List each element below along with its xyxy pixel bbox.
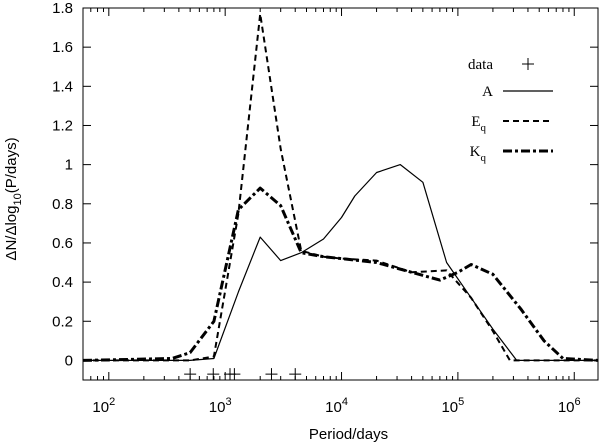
x-tick-label-base: 10 <box>209 399 226 416</box>
x-tick-label: 102 <box>92 396 115 416</box>
x-tick-label-exponent: 6 <box>575 396 581 408</box>
y-tick-label: 0 <box>65 352 73 369</box>
x-tick-label-exponent: 4 <box>342 396 348 408</box>
x-tick-label: 104 <box>325 396 348 416</box>
series-line-eq <box>83 12 598 362</box>
x-tick-label-base: 10 <box>558 399 575 416</box>
y-axis-title-subscript: 10 <box>12 193 24 205</box>
data-point <box>228 368 241 381</box>
y-tick-label: 0.2 <box>52 313 73 330</box>
series-line-a <box>83 164 598 361</box>
y-tick-label: 0.6 <box>52 235 73 252</box>
series-line-kq <box>82 186 599 362</box>
y-tick-label: 1.2 <box>52 117 73 134</box>
y-axis-title-tail: (P/days) <box>3 137 20 193</box>
data-point <box>289 368 302 381</box>
legend-label-kq: Kq <box>470 144 487 164</box>
x-tick-label-base: 10 <box>441 399 458 416</box>
y-tick-label: 0.8 <box>52 196 73 213</box>
legend-label-eq: Eq <box>471 114 486 134</box>
data-point <box>265 368 278 381</box>
y-tick-label: 1.6 <box>52 39 73 56</box>
legend-label-main: A <box>482 84 493 100</box>
y-tick-label: 1.4 <box>52 78 73 95</box>
legend-symbol-data <box>522 58 534 70</box>
x-tick-label: 105 <box>441 396 464 416</box>
data-point <box>184 368 197 381</box>
x-tick-label-exponent: 2 <box>109 396 115 408</box>
y-axis-title: ΔN/Δlog10(P/days) <box>3 137 24 260</box>
x-axis-title: Period/days <box>309 426 388 443</box>
x-tick-label-exponent: 3 <box>225 396 231 408</box>
x-tick-label-base: 10 <box>325 399 342 416</box>
y-axis-title-main: ΔN/Δlog <box>3 206 20 261</box>
legend-label-subscript: q <box>481 152 487 164</box>
x-tick-label: 106 <box>558 396 581 416</box>
data-point <box>207 368 220 381</box>
legend-label-data: data <box>468 57 493 73</box>
y-tick-label: 1.8 <box>52 0 73 17</box>
y-tick-label: 1 <box>65 157 73 174</box>
y-tick-label: 0.4 <box>52 274 73 291</box>
x-tick-label: 103 <box>209 396 232 416</box>
legend-label-main: K <box>470 144 481 160</box>
legend-label-main: E <box>471 114 480 130</box>
legend-label-a: A <box>482 84 493 100</box>
x-tick-label-exponent: 5 <box>458 396 464 408</box>
plot-frame <box>82 7 599 381</box>
x-tick-label-base: 10 <box>92 399 109 416</box>
legend-label-subscript: q <box>481 122 487 134</box>
